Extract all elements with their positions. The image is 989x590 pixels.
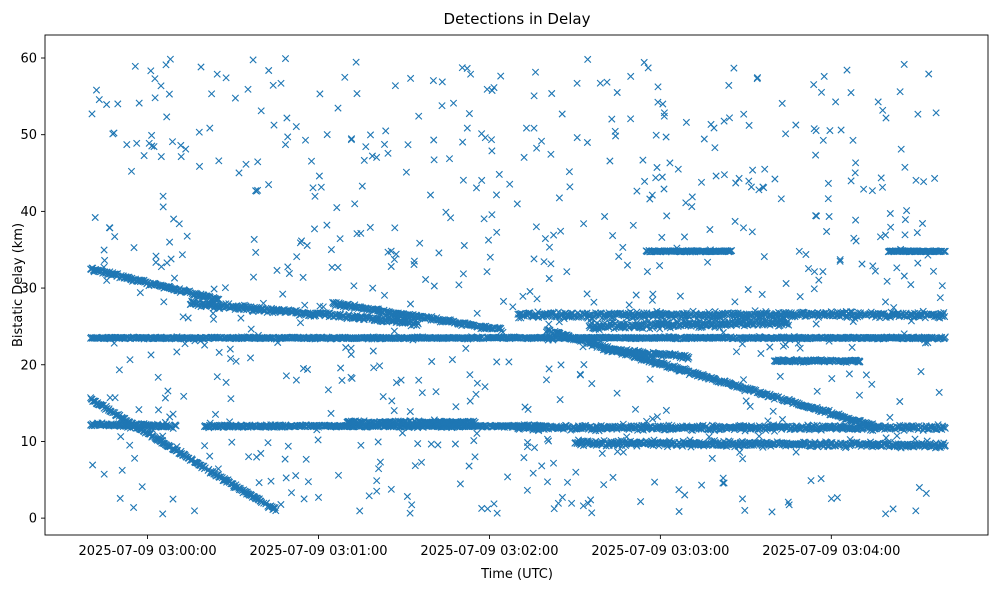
data-point bbox=[785, 321, 793, 329]
data-point bbox=[184, 287, 192, 296]
data-points bbox=[87, 55, 949, 518]
data-point bbox=[158, 439, 166, 447]
data-point bbox=[700, 372, 709, 380]
data-point bbox=[731, 317, 739, 326]
data-point bbox=[292, 309, 300, 317]
data-point bbox=[639, 324, 647, 332]
chart-title: Detections in Delay bbox=[444, 10, 591, 28]
data-point bbox=[387, 317, 395, 325]
data-point bbox=[673, 310, 681, 318]
data-point bbox=[941, 313, 949, 321]
data-point bbox=[941, 333, 949, 341]
data-point bbox=[644, 317, 652, 326]
data-point bbox=[215, 295, 223, 303]
data-point bbox=[684, 355, 692, 363]
data-point bbox=[497, 324, 505, 332]
data-point bbox=[499, 328, 507, 336]
data-point bbox=[619, 323, 627, 331]
data-point bbox=[938, 312, 946, 320]
data-point bbox=[191, 299, 199, 307]
data-point bbox=[414, 320, 422, 328]
data-point bbox=[685, 353, 693, 361]
data-point bbox=[640, 309, 648, 317]
data-point bbox=[215, 303, 223, 311]
